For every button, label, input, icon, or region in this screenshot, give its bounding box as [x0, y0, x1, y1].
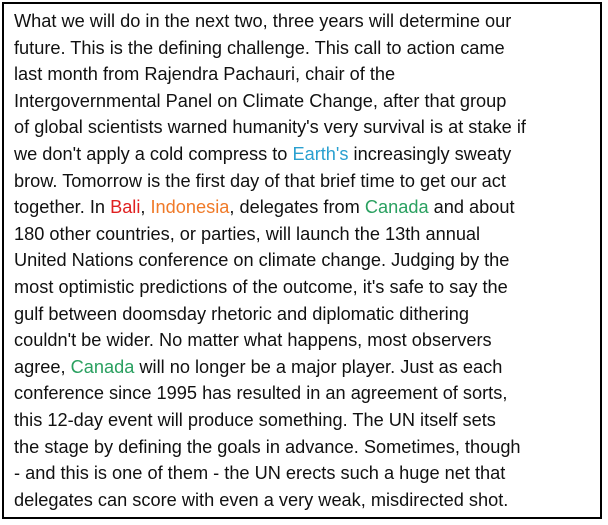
text-segment: What we will do in the next two, three y… — [14, 11, 512, 31]
highlighted-term: Earth's — [292, 143, 349, 164]
text-segment: of global scientists warned humanity's v… — [14, 117, 526, 138]
text-segment: , — [140, 197, 151, 218]
text-line: Intergovernmental Panel on Climate Chang… — [14, 88, 592, 115]
text-line: United Nations conference on climate cha… — [14, 247, 592, 274]
text-line: brow. Tomorrow is the first day of that … — [14, 168, 592, 195]
text-segment: United Nations conference on climate cha… — [14, 250, 510, 271]
text-segment: increasingly sweaty — [348, 143, 512, 164]
text-line: What we will do in the next two, three y… — [14, 8, 592, 35]
highlighted-term: Canada — [364, 197, 429, 218]
text-line: together. In Bali, Indonesia, delegates … — [14, 194, 592, 221]
text-line: future. This is the defining challenge. … — [14, 35, 592, 62]
text-line: of global scientists warned humanity's v… — [14, 114, 592, 141]
text-segment: - and this is one of them - the UN erect… — [14, 463, 506, 484]
text-segment: agree, — [14, 356, 71, 377]
highlighted-term: Indonesia — [150, 197, 230, 218]
text-line: we don't apply a cold compress to Earth'… — [14, 141, 592, 168]
text-line: agree, Canada will no longer be a major … — [14, 354, 592, 381]
text-segment: together. In — [14, 197, 111, 218]
text-segment: future. This is the defining challenge. … — [14, 37, 505, 58]
text-segment: most optimistic predictions of the outco… — [14, 276, 508, 297]
text-segment: the stage by defining the goals in advan… — [14, 436, 521, 457]
text-segment: and about — [428, 197, 515, 218]
text-segment: couldn't be wider. No matter what happen… — [14, 330, 492, 351]
text-segment: will no longer be a major player. Just a… — [134, 356, 503, 377]
text-line: the stage by defining the goals in advan… — [14, 434, 592, 461]
highlighted-term: Bali — [110, 197, 141, 218]
text-line: delegates can score with even a very wea… — [14, 487, 592, 514]
highlighted-term: Canada — [70, 356, 135, 377]
text-segment: gulf between doomsday rhetoric and diplo… — [14, 303, 469, 324]
text-line: - and this is one of them - the UN erect… — [14, 460, 592, 487]
text-line: last month from Rajendra Pachauri, chair… — [14, 61, 592, 88]
text-line: conference since 1995 has resulted in an… — [14, 380, 592, 407]
text-line: gulf between doomsday rhetoric and diplo… — [14, 301, 592, 328]
text-line: most optimistic predictions of the outco… — [14, 274, 592, 301]
text-line: this 12-day event will produce something… — [14, 407, 592, 434]
text-segment: delegates can score with even a very wea… — [14, 489, 509, 510]
text-segment: , delegates from — [229, 197, 365, 218]
text-segment: we don't apply a cold compress to — [14, 143, 293, 164]
text-segment: this 12-day event will produce something… — [14, 409, 496, 430]
text-segment: brow. Tomorrow is the first day of that … — [14, 170, 506, 191]
text-segment: 180 other countries, or parties, will la… — [14, 223, 481, 244]
text-segment: last month from Rajendra Pachauri, chair… — [14, 64, 396, 85]
text-line: 180 other countries, or parties, will la… — [14, 221, 592, 248]
text-frame: What we will do in the next two, three y… — [2, 2, 602, 519]
text-segment: conference since 1995 has resulted in an… — [14, 383, 508, 404]
article-text: What we will do in the next two, three y… — [4, 4, 600, 513]
text-line: couldn't be wider. No matter what happen… — [14, 327, 592, 354]
text-segment: Intergovernmental Panel on Climate Chang… — [14, 90, 507, 111]
